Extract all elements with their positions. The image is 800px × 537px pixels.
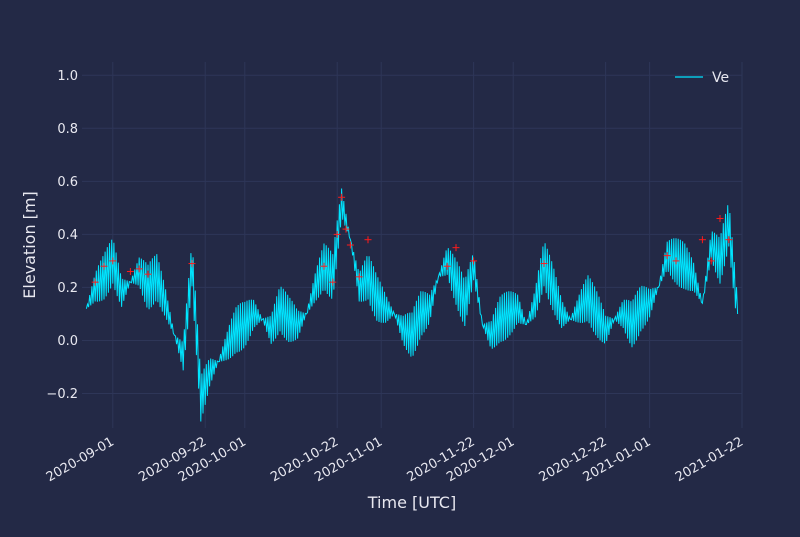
peak-marker [672, 257, 680, 265]
x-axis-label: Time [UTC] [367, 493, 456, 512]
grid [82, 62, 743, 428]
peak-marker [126, 268, 134, 276]
peak-marker [725, 236, 733, 244]
y-tick-label: 0.6 [57, 175, 78, 190]
peak-marker [540, 260, 548, 268]
marker-layer [91, 193, 733, 286]
peak-marker [100, 262, 108, 270]
y-tick-label: 0.8 [57, 122, 78, 137]
peak-marker [338, 193, 346, 201]
x-tick-label: 2021-01-22 [673, 434, 746, 485]
peak-marker [663, 252, 671, 260]
series-line-ve [85, 188, 739, 422]
peak-marker [333, 230, 341, 238]
legend: Ve [675, 70, 729, 86]
peak-marker [188, 260, 196, 268]
peak-marker [346, 241, 354, 249]
peak-marker [470, 257, 478, 265]
series-layer [85, 188, 739, 422]
y-axis-ticks: −0.2 0.0 0.2 0.4 0.6 0.8 1.0 [46, 69, 78, 402]
y-tick-label: 0.2 [57, 281, 78, 296]
y-tick-label: −0.2 [46, 387, 78, 402]
peak-marker [320, 262, 328, 270]
peak-marker [452, 244, 460, 252]
x-tick-label: 2020-09-01 [44, 434, 117, 485]
peak-marker [707, 257, 715, 265]
peak-marker [355, 273, 363, 281]
peak-marker [443, 262, 451, 270]
peak-marker [698, 236, 706, 244]
peak-marker [109, 257, 117, 265]
y-tick-label: 0.4 [57, 228, 78, 243]
peak-marker [144, 270, 152, 278]
y-tick-label: 1.0 [57, 69, 78, 84]
peak-marker [329, 278, 337, 286]
legend-label-ve: Ve [712, 70, 729, 86]
peak-marker [342, 225, 350, 233]
peak-marker [91, 278, 99, 286]
peak-marker [364, 236, 372, 244]
peak-marker [135, 265, 143, 273]
y-axis-label: Elevation [m] [20, 191, 39, 298]
peak-marker [716, 214, 724, 222]
y-tick-label: 0.0 [57, 334, 78, 349]
